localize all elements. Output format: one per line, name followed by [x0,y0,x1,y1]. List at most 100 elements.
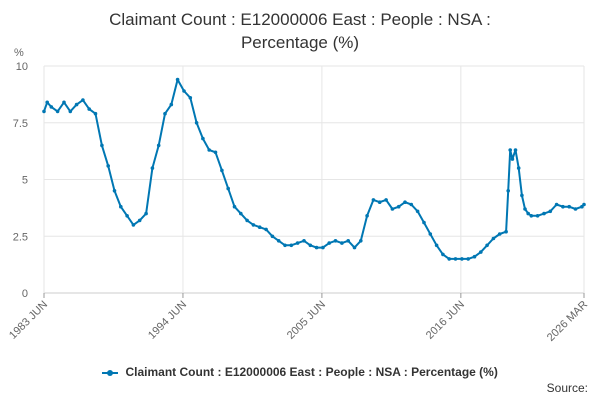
data-point[interactable] [45,100,49,105]
data-point[interactable] [100,143,104,148]
data-point[interactable] [548,209,553,214]
data-point[interactable] [131,223,136,227]
data-point[interactable] [245,218,249,223]
data-point[interactable] [232,204,237,209]
data-point[interactable] [264,227,268,232]
data-point[interactable] [239,211,243,216]
data-point[interactable] [144,211,148,216]
data-point[interactable] [434,243,439,248]
data-point[interactable] [93,111,98,116]
data-point[interactable] [340,241,344,245]
data-point[interactable] [491,236,496,241]
data-point[interactable] [409,202,414,207]
data-point[interactable] [106,164,110,168]
data-point[interactable] [504,229,508,234]
data-point[interactable] [270,234,275,239]
data-point[interactable] [447,257,452,261]
data-point[interactable] [220,168,224,173]
data-point[interactable] [359,239,363,243]
x-axis: 1983 JUN 1994 JUN 2005 JUN 2016 JUN 2026 MAR [7,293,590,344]
data-point[interactable] [460,257,464,261]
data-point[interactable] [529,214,534,218]
data-point[interactable] [81,98,85,102]
data-point[interactable] [333,239,338,243]
y-tick-label: 2.5 [13,231,28,243]
data-point[interactable] [175,77,180,82]
data-point[interactable] [125,214,129,218]
legend-label: Claimant Count : E12000006 East : People… [125,365,498,379]
data-point[interactable] [308,243,313,248]
data-point[interactable] [257,225,262,229]
data-point[interactable] [302,239,306,243]
data-point[interactable] [112,189,117,193]
data-point[interactable] [422,220,426,225]
data-point[interactable] [510,157,515,161]
data-point[interactable] [352,245,357,250]
data-point[interactable] [520,193,524,198]
data-point[interactable] [573,207,578,211]
data-point[interactable] [207,148,211,152]
data-point[interactable] [506,189,511,193]
data-point[interactable] [390,207,395,211]
data-point[interactable] [526,211,530,216]
x-tick-label: 2005 JUN [285,299,328,342]
data-point[interactable] [137,218,142,223]
data-point[interactable] [213,150,218,155]
data-point[interactable] [156,143,161,148]
data-point[interactable] [516,166,521,170]
data-point[interactable] [289,243,294,248]
data-point[interactable] [163,111,167,116]
data-point[interactable] [194,121,199,125]
data-point[interactable] [119,204,123,209]
data-point[interactable] [201,136,205,141]
data-point[interactable] [554,202,559,207]
data-point[interactable] [276,239,281,243]
data-point[interactable] [42,109,46,114]
data-point[interactable] [226,186,230,191]
data-point[interactable] [74,102,79,107]
series-line [43,78,585,260]
data-point[interactable] [188,96,193,100]
data-point[interactable] [535,214,540,218]
data-point[interactable] [295,241,300,245]
data-point[interactable] [523,207,527,211]
data-point[interactable] [384,198,388,202]
data-point[interactable] [428,232,433,236]
data-point[interactable] [396,204,401,209]
data-point[interactable] [403,200,407,204]
data-point[interactable] [371,198,376,202]
data-point[interactable] [182,89,186,93]
data-point[interactable] [542,211,546,216]
data-point[interactable] [346,239,351,243]
data-point[interactable] [55,109,60,114]
data-point[interactable] [561,204,565,209]
data-point[interactable] [314,245,319,250]
data-point[interactable] [169,102,174,107]
data-point[interactable] [497,232,502,236]
data-point[interactable] [327,241,332,245]
data-point[interactable] [441,252,445,257]
data-point[interactable] [377,200,382,204]
legend[interactable]: Claimant Count : E12000006 East : People… [0,365,600,379]
data-point[interactable] [251,223,256,227]
data-point[interactable] [466,257,471,261]
data-point[interactable] [62,100,66,105]
data-point[interactable] [49,105,54,109]
data-point[interactable] [485,243,489,248]
grid-lines [43,65,585,294]
data-point[interactable] [150,166,155,170]
data-point[interactable] [415,209,420,214]
data-point[interactable] [87,107,91,111]
data-point[interactable] [68,109,73,114]
data-point[interactable] [513,148,518,152]
data-point[interactable] [321,245,325,250]
data-point[interactable] [582,202,586,207]
data-point[interactable] [283,243,287,248]
data-point[interactable] [453,257,458,261]
data-point[interactable] [472,254,477,259]
data-point[interactable] [365,214,369,218]
data-point[interactable] [479,250,483,254]
data-point[interactable] [508,148,512,152]
data-point[interactable] [567,204,571,209]
